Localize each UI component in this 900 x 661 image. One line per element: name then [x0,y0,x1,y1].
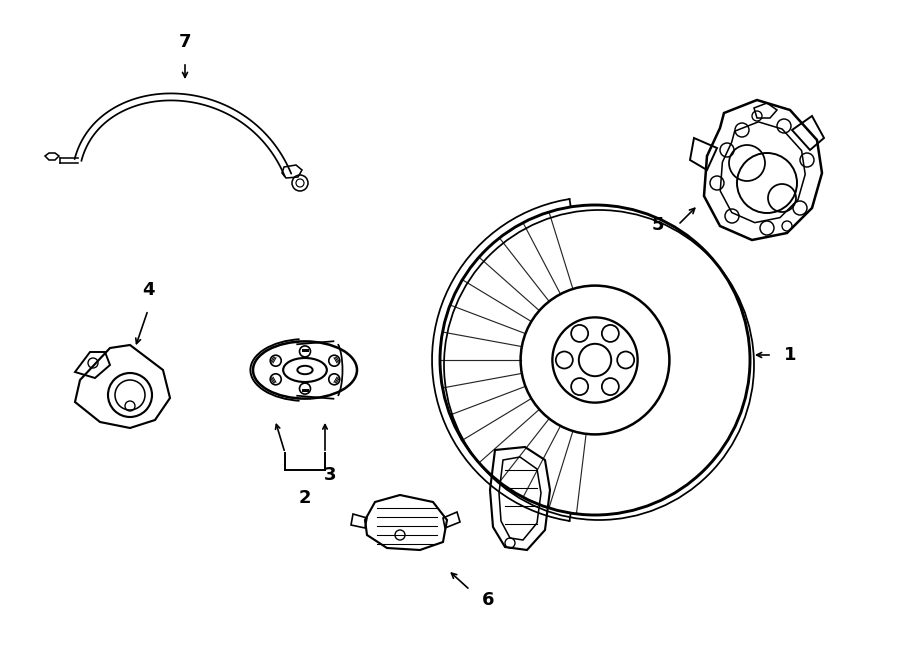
Circle shape [328,355,340,366]
Circle shape [270,355,281,366]
Circle shape [300,383,310,394]
Text: 2: 2 [299,489,311,507]
Text: 5: 5 [652,216,664,234]
Text: 3: 3 [324,466,337,484]
Text: 6: 6 [482,591,494,609]
Text: 4: 4 [142,281,154,299]
Text: 7: 7 [179,33,191,51]
Circle shape [300,346,310,357]
Circle shape [328,373,340,385]
Circle shape [270,373,281,385]
Text: 1: 1 [784,346,796,364]
